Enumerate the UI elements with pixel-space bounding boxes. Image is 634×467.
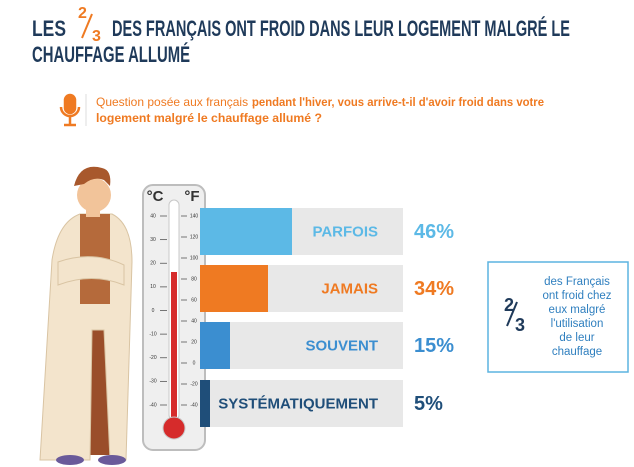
fahrenheit-tick-label: 100 [190, 255, 199, 261]
bar [200, 265, 268, 312]
category-label: PARFOIS [312, 223, 378, 240]
callout-text: eux malgré [549, 304, 606, 316]
title-prefix: LES [32, 16, 66, 41]
character-illustration [39, 166, 133, 465]
celsius-tick-label: 30 [150, 237, 156, 243]
category-label: SOUVENT [305, 337, 378, 354]
celsius-tick-label: 0 [152, 308, 155, 314]
callout-text: de leur [559, 332, 594, 344]
fahrenheit-tick-label: 20 [191, 339, 197, 345]
title-line: CHAUFFAGE ALLUMÉ [32, 42, 190, 67]
fraction-bar [506, 301, 518, 327]
bar [200, 380, 210, 427]
callout-text: l'utilisation [551, 318, 604, 330]
fahrenheit-label: °F [184, 188, 199, 205]
value-label: 5% [414, 393, 443, 415]
thermometer-bulb [162, 416, 186, 440]
callout-numerator: 2 [504, 295, 514, 315]
callout-text: ont froid chez [542, 290, 611, 302]
title-numerator: 2 [78, 5, 87, 22]
bar-track [200, 322, 403, 369]
fahrenheit-tick-label: 60 [191, 297, 197, 303]
value-label: 34% [414, 278, 454, 300]
fraction-bar [81, 13, 93, 39]
question-text: pendant l'hiver, vous arrive-t-il d'avoi… [252, 95, 544, 109]
celsius-label: °C [147, 188, 164, 205]
fahrenheit-tick-label: -40 [190, 402, 197, 408]
celsius-tick-label: 40 [150, 213, 156, 219]
bar-track [200, 380, 403, 427]
fahrenheit-tick-label: -20 [190, 381, 197, 387]
callout-text: chauffage [552, 346, 602, 358]
question-intro: Question posée aux français : [96, 95, 255, 109]
title-line: DES FRANÇAIS ONT FROID DANS LEUR LOGEMEN… [112, 16, 570, 41]
microphone-icon [59, 93, 81, 127]
celsius-tick-label: -20 [149, 355, 156, 361]
callout-denominator: 3 [515, 315, 525, 335]
category-label: JAMAIS [321, 280, 378, 297]
celsius-tick-label: -10 [149, 331, 156, 337]
fahrenheit-tick-label: 0 [193, 360, 196, 366]
category-label: SYSTÉMATIQUEMENT [218, 395, 378, 412]
title-denominator: 3 [92, 28, 101, 45]
value-label: 15% [414, 335, 454, 357]
celsius-tick-label: -30 [149, 379, 156, 385]
bar [200, 322, 230, 369]
celsius-tick-label: 20 [150, 261, 156, 267]
thermometer-fluid [171, 272, 177, 422]
fahrenheit-tick-label: 80 [191, 276, 197, 282]
fahrenheit-tick-label: 140 [190, 213, 199, 219]
fahrenheit-tick-label: 40 [191, 318, 197, 324]
value-label: 46% [414, 221, 454, 243]
fahrenheit-tick-label: 120 [190, 234, 199, 240]
question-text: logement malgré le chauffage allumé ? [96, 111, 322, 125]
celsius-tick-label: 10 [150, 284, 156, 290]
celsius-tick-label: -40 [149, 402, 156, 408]
callout-text: des Français [544, 276, 610, 288]
bar [200, 208, 292, 255]
